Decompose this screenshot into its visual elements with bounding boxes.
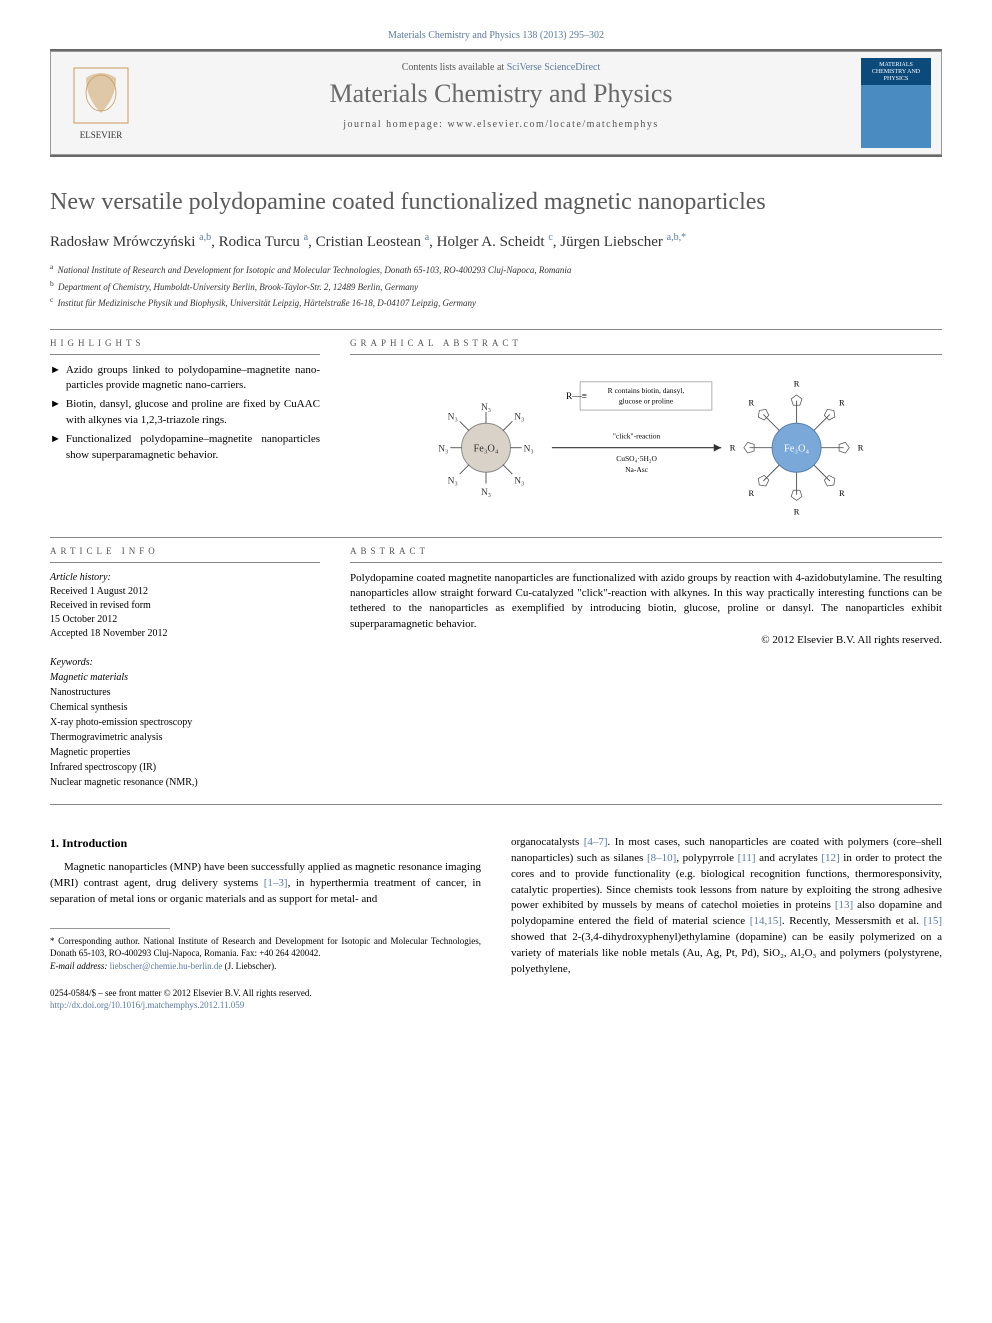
footnote-rule: [50, 928, 170, 929]
highlights-heading: highlights: [50, 338, 320, 348]
svg-text:"click"-reaction: "click"-reaction: [613, 431, 661, 440]
svg-text:N₃: N₃: [524, 444, 534, 454]
svg-text:R: R: [749, 397, 755, 407]
graphical-abstract-heading: graphical abstract: [350, 338, 942, 348]
svg-text:R: R: [839, 397, 845, 407]
svg-text:N₃: N₃: [514, 412, 524, 422]
journal-cover-thumb: MATERIALS CHEMISTRY AND PHYSICS: [851, 52, 941, 154]
article-history: Article history: Received 1 August 2012R…: [50, 571, 320, 641]
doi-link[interactable]: http://dx.doi.org/10.1016/j.matchemphys.…: [50, 1000, 244, 1010]
journal-header: ELSEVIER Contents lists available at Sci…: [50, 51, 942, 155]
svg-text:R contains biotin, dansyl,: R contains biotin, dansyl,: [608, 386, 685, 395]
bottom-rule: [50, 155, 942, 157]
authors-line: Radosław Mrówczyński a,b, Rodica Turcu a…: [50, 232, 942, 251]
svg-text:R: R: [839, 487, 845, 497]
svg-text:N₃: N₃: [438, 444, 448, 454]
svg-text:CuSO₄·5H₂O: CuSO₄·5H₂O: [616, 454, 657, 463]
abstract-heading: abstract: [350, 546, 942, 556]
sciencedirect-link[interactable]: SciVerse ScienceDirect: [507, 62, 601, 73]
abstract-text: Polydopamine coated magnetite nanopartic…: [350, 571, 942, 633]
intro-paragraph-left: Magnetic nanoparticles (MNP) have been s…: [50, 860, 481, 908]
citation-line: Materials Chemistry and Physics 138 (201…: [50, 30, 942, 41]
svg-text:N₃: N₃: [448, 412, 458, 422]
section-rule: [50, 537, 942, 538]
journal-homepage: journal homepage: www.elsevier.com/locat…: [151, 119, 851, 130]
svg-text:R: R: [858, 442, 864, 452]
svg-text:R—≡: R—≡: [566, 391, 587, 401]
svg-text:ELSEVIER: ELSEVIER: [80, 130, 123, 140]
journal-name: Materials Chemistry and Physics: [151, 79, 851, 109]
svg-text:N₃: N₃: [448, 476, 458, 486]
svg-text:N₃: N₃: [514, 476, 524, 486]
elsevier-logo: ELSEVIER: [51, 52, 151, 154]
svg-text:N₃: N₃: [481, 403, 491, 413]
intro-heading: 1. Introduction: [50, 835, 481, 852]
footer-info: 0254-0584/$ – see front matter © 2012 El…: [50, 987, 481, 1012]
svg-text:Fe₃O₄: Fe₃O₄: [784, 443, 809, 454]
affiliations: a National Institute of Research and Dev…: [50, 261, 942, 311]
keywords-block: Keywords: Magnetic materialsNanostructur…: [50, 655, 320, 790]
section-rule: [350, 562, 942, 563]
svg-text:Na-Asc: Na-Asc: [625, 465, 649, 474]
section-rule: [50, 354, 320, 355]
section-rule: [50, 804, 942, 805]
svg-text:R: R: [749, 487, 755, 497]
svg-text:glucose or proline: glucose or proline: [619, 396, 674, 405]
section-rule: [350, 354, 942, 355]
highlights-list: Azido groups linked to polydopamine–magn…: [50, 363, 320, 463]
svg-text:N₃: N₃: [481, 487, 491, 497]
svg-text:R: R: [730, 442, 736, 452]
svg-text:R: R: [794, 506, 800, 516]
section-rule: [50, 329, 942, 330]
corresponding-author-footnote: * Corresponding author. National Institu…: [50, 935, 481, 973]
article-info-heading: article info: [50, 546, 320, 556]
intro-paragraph-right: organocatalysts [4–7]. In most cases, su…: [511, 835, 942, 978]
article-title: New versatile polydopamine coated functi…: [50, 187, 942, 218]
contents-available-line: Contents lists available at SciVerse Sci…: [151, 62, 851, 73]
body-columns: 1. Introduction Magnetic nanoparticles (…: [50, 835, 942, 1012]
graphical-abstract-figure: Fe₃O₄ N₃ N₃ N₃ N₃ N₃ N₃ N₃ N₃: [350, 363, 942, 523]
svg-text:R: R: [794, 378, 800, 388]
abstract-copyright: © 2012 Elsevier B.V. All rights reserved…: [350, 634, 942, 646]
section-rule: [50, 562, 320, 563]
email-link[interactable]: liebscher@chemie.hu-berlin.de: [110, 961, 223, 971]
svg-text:Fe₃O₄: Fe₃O₄: [473, 443, 498, 454]
